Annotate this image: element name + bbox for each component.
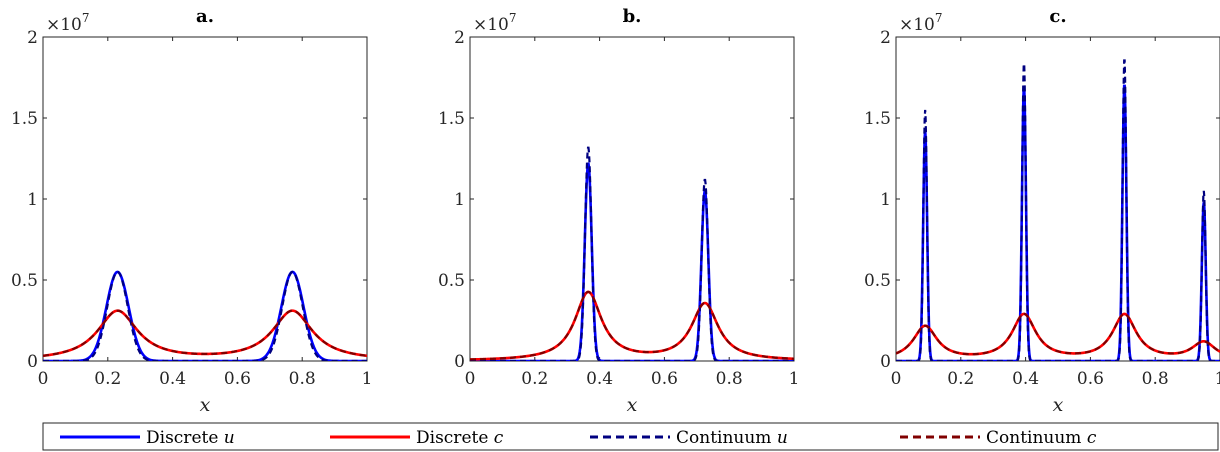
x-tick-label: 0.4 bbox=[586, 369, 613, 389]
y-tick-label: 1.5 bbox=[438, 109, 465, 129]
x-tick-label: 0.2 bbox=[521, 369, 548, 389]
series-continuum-c bbox=[470, 290, 794, 361]
x-tick-label: 0.6 bbox=[1077, 369, 1104, 389]
series-continuum-c bbox=[896, 312, 1220, 356]
panel-3: 0 0.2 0.4 0.6 0.8 1 0 0.5 1 1.5 2 ×107 c. x bbox=[864, 6, 1220, 416]
legend-entry: Discrete c bbox=[416, 428, 504, 448]
legend-entry: Continuum c bbox=[986, 428, 1097, 448]
y-tick-label: 0.5 bbox=[864, 271, 891, 291]
x-tick-label: 0.6 bbox=[651, 369, 678, 389]
panel-2: 0 0.2 0.4 0.6 0.8 1 0 0.5 1 1.5 2 ×107 b. x bbox=[438, 6, 799, 416]
x-tick-label: 0.2 bbox=[94, 369, 121, 389]
panel-1: 0 0.2 0.4 0.6 0.8 1 0 0.5 1 1.5 2 ×107 a. x bbox=[11, 6, 372, 416]
panel-title: c. bbox=[1049, 6, 1066, 27]
plot-area bbox=[896, 59, 1220, 361]
panel-title: b. bbox=[623, 6, 642, 27]
axes-box bbox=[42, 36, 368, 362]
x-tick-label: 0.6 bbox=[224, 369, 251, 389]
series-continuum-u bbox=[43, 270, 367, 361]
series-continuum-c bbox=[43, 309, 367, 357]
panel-title: a. bbox=[196, 6, 214, 27]
x-axis-label: x bbox=[627, 394, 638, 416]
legend-entry: Discrete u bbox=[146, 428, 235, 448]
y-tick-label: 0.5 bbox=[438, 271, 465, 291]
legend-entry: Continuum u bbox=[676, 428, 788, 448]
axes-box bbox=[895, 36, 1220, 362]
x-tick-label: 0 bbox=[38, 369, 49, 389]
y-tick-label: 1 bbox=[27, 190, 38, 210]
y-tick-label: 1 bbox=[454, 190, 465, 210]
plot-area bbox=[43, 270, 367, 361]
x-tick-label: 0.8 bbox=[1142, 369, 1169, 389]
y-tick-label: 2 bbox=[454, 28, 465, 48]
x-axis-label: x bbox=[200, 394, 211, 416]
y-tick-label: 0 bbox=[880, 352, 891, 372]
y-tick-label: 0 bbox=[27, 352, 38, 372]
y-tick-label: 1.5 bbox=[11, 109, 38, 129]
series-discrete-u bbox=[43, 270, 367, 361]
y-tick-label: 0 bbox=[454, 352, 465, 372]
series-discrete-u bbox=[470, 162, 794, 361]
plot-area bbox=[470, 146, 794, 361]
y-tick-label: 1.5 bbox=[864, 109, 891, 129]
y-multiplier: ×107 bbox=[473, 11, 517, 35]
x-tick-label: 0 bbox=[465, 369, 476, 389]
y-multiplier: ×107 bbox=[46, 11, 90, 35]
series-discrete-c bbox=[43, 309, 367, 358]
x-tick-label: 0.2 bbox=[947, 369, 974, 389]
series-discrete-u bbox=[896, 84, 1220, 361]
y-tick-label: 1 bbox=[880, 190, 891, 210]
x-tick-label: 1 bbox=[1215, 369, 1220, 389]
x-tick-label: 0.4 bbox=[159, 369, 186, 389]
x-tick-label: 0.4 bbox=[1012, 369, 1039, 389]
x-tick-label: 1 bbox=[789, 369, 800, 389]
y-multiplier: ×107 bbox=[899, 11, 943, 35]
legend: Discrete u Discrete c Continuum u Continuum… bbox=[42, 422, 1219, 451]
x-tick-label: 0 bbox=[891, 369, 902, 389]
series-discrete-c bbox=[470, 290, 794, 361]
series-continuum-u bbox=[470, 146, 794, 361]
series-continuum-u bbox=[896, 59, 1220, 361]
y-tick-label: 0.5 bbox=[11, 271, 38, 291]
x-tick-label: 0.8 bbox=[289, 369, 316, 389]
axes-box bbox=[469, 36, 795, 362]
y-tick-label: 2 bbox=[27, 28, 38, 48]
x-tick-label: 1 bbox=[362, 369, 373, 389]
x-axis-label: x bbox=[1053, 394, 1064, 416]
y-tick-label: 2 bbox=[880, 28, 891, 48]
x-tick-label: 0.8 bbox=[716, 369, 743, 389]
